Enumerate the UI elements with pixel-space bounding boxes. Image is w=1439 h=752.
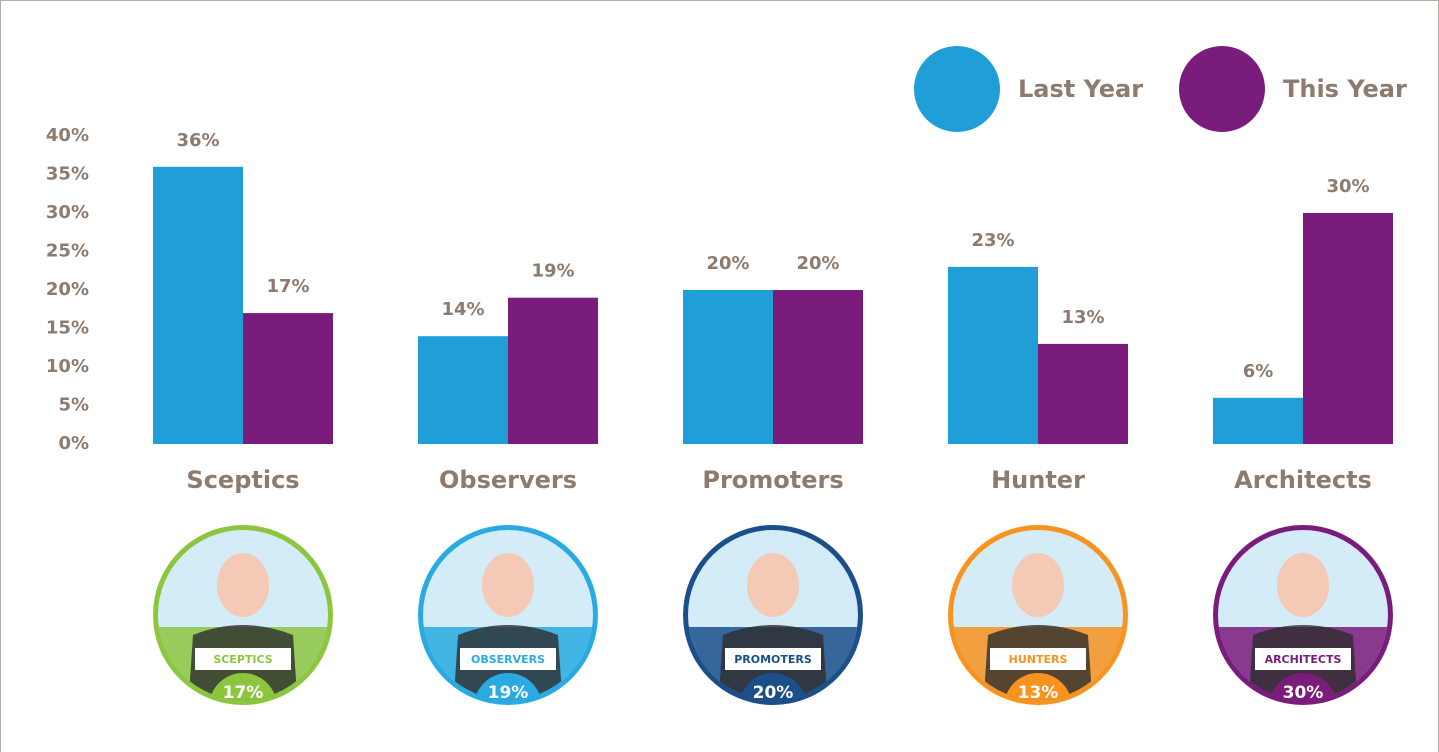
y-tick-label: 25% — [46, 241, 89, 262]
value-label: 20% — [796, 253, 839, 274]
bar — [1303, 213, 1393, 444]
value-label: 6% — [1243, 361, 1274, 382]
value-label: 30% — [1326, 176, 1369, 197]
legend-label: Last Year — [1018, 75, 1143, 103]
badge-percent: 17% — [223, 683, 264, 703]
bar — [773, 290, 863, 444]
x-tick-label: Observers — [439, 466, 577, 494]
bar — [948, 267, 1038, 444]
badge-percent: 20% — [753, 683, 794, 703]
legend-swatch — [914, 46, 1000, 132]
value-label: 14% — [441, 299, 484, 320]
figure-head — [482, 553, 534, 617]
value-label: 20% — [706, 253, 749, 274]
legend-label: This Year — [1283, 75, 1407, 103]
y-tick-label: 40% — [46, 125, 89, 146]
bar — [1213, 398, 1303, 444]
badge-label: PROMOTERS — [734, 653, 812, 666]
badge-label: HUNTERS — [1009, 653, 1068, 666]
bar — [508, 298, 598, 444]
bar — [683, 290, 773, 444]
badge-percent: 30% — [1283, 683, 1324, 703]
chart: 0% 5% 10% 15% 20% 25% 30% 35% 40% Last Year This Y… — [0, 0, 1439, 752]
y-tick-label: 0% — [58, 433, 89, 454]
x-tick-label: Promoters — [702, 466, 843, 494]
badge-label: OBSERVERS — [471, 653, 545, 666]
figure-head — [747, 553, 799, 617]
x-tick-label: Architects — [1234, 466, 1372, 494]
value-label: 19% — [531, 261, 574, 282]
bar — [243, 313, 333, 444]
figure-head — [1277, 553, 1329, 617]
badge-percent: 13% — [1018, 683, 1059, 703]
value-label: 23% — [971, 230, 1014, 251]
bar — [418, 336, 508, 444]
y-tick-label: 20% — [46, 279, 89, 300]
badge-label: ARCHITECTS — [1265, 653, 1342, 666]
value-label: 13% — [1061, 307, 1104, 328]
value-label: 17% — [266, 276, 309, 297]
y-tick-label: 30% — [46, 202, 89, 223]
y-tick-label: 10% — [46, 356, 89, 377]
x-tick-label: Hunter — [991, 466, 1085, 494]
bar — [1038, 344, 1128, 444]
badge-percent: 19% — [488, 683, 529, 703]
badge-label: SCEPTICS — [213, 653, 272, 666]
legend-swatch — [1179, 46, 1265, 132]
value-label: 36% — [176, 130, 219, 151]
y-tick-label: 15% — [46, 318, 89, 339]
y-tick-label: 5% — [58, 395, 89, 416]
figure-head — [217, 553, 269, 617]
x-tick-label: Sceptics — [186, 466, 299, 494]
figure-head — [1012, 553, 1064, 617]
y-tick-label: 35% — [46, 164, 89, 185]
bar — [153, 167, 243, 444]
